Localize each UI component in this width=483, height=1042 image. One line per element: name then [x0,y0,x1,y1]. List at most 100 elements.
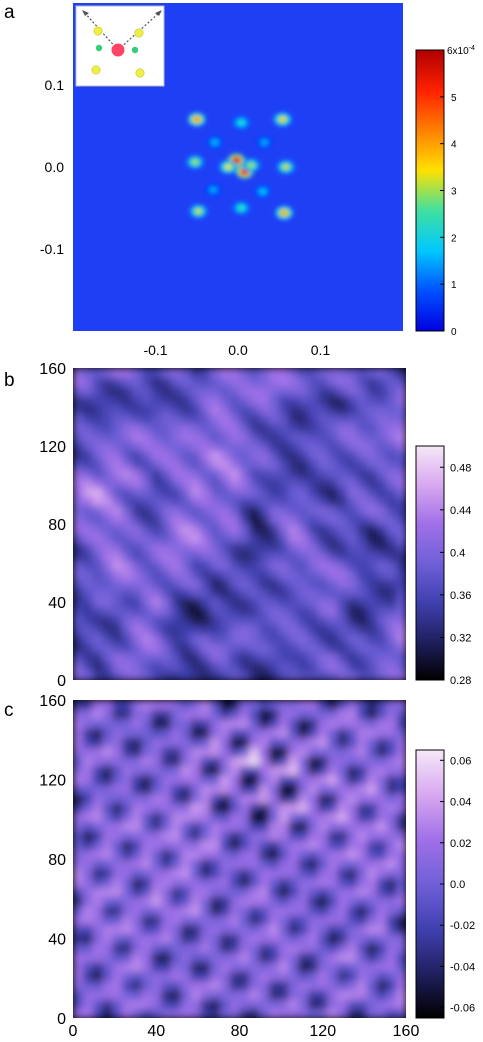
field-cell [268,615,280,626]
field-cell [327,404,339,415]
field-cell [366,661,378,672]
field-cell [298,468,309,479]
field-cell [73,634,84,644]
field-cell [337,784,348,795]
field-cell [121,432,133,443]
field-cell [357,533,368,543]
field-cell [102,588,113,599]
field-cell [200,887,211,898]
field-cell [190,404,201,415]
field-cell [210,588,221,599]
field-cell [396,377,406,387]
field-cell [327,943,339,954]
field-cell [288,597,299,608]
field-cell [239,588,250,599]
field-cell [327,896,339,907]
field-cell [268,709,280,720]
field-cell [317,924,329,935]
field-cell [376,859,388,869]
field-cell [288,980,299,991]
field-cell [190,737,201,748]
field-cell [268,802,280,813]
field-cell [151,999,162,1010]
field-cell [308,943,319,954]
field-cell [239,615,250,626]
field-cell [180,413,192,424]
field-cell [170,989,182,1000]
field-cell [210,413,221,424]
field-cell [210,524,221,534]
field-cell [327,821,339,832]
field-cell [161,728,172,739]
field-cell [347,579,358,589]
field-cell [396,413,406,424]
field-cell [82,560,94,571]
field-cell [376,423,388,433]
field-cell [161,441,172,452]
field-cell [200,597,211,608]
field-cell [347,432,358,443]
field-cell [239,579,250,589]
field-cell [121,459,133,470]
field-cell [288,413,299,424]
field-cell [376,784,388,795]
field-cell [112,624,123,635]
panel-label-a: a [4,2,15,23]
field-cell [82,980,94,991]
field-cell [161,915,172,926]
field-cell [141,971,152,982]
field-cell [308,478,319,488]
field-cell [357,812,368,823]
field-cell [308,784,319,795]
field-cell [259,924,270,935]
field-cell [170,849,182,860]
field-cell [229,514,241,525]
field-cell [151,670,162,680]
field-cell [376,542,388,553]
field-cell [141,542,152,553]
field-cell [396,478,406,488]
field-cell [347,395,358,406]
field-cell [239,980,250,991]
field-cell [170,395,182,406]
field-cell [102,877,113,888]
field-cell [337,624,348,635]
field-cell [102,423,113,433]
field-cell [288,524,299,534]
field-cell [337,943,348,954]
field-cell [200,413,211,424]
field-cell [229,896,241,907]
field-cell [317,737,329,748]
field-cell [366,812,378,823]
field-cell [366,432,378,443]
field-cell [366,368,378,378]
field-cell [366,514,378,525]
field-cell [180,924,192,935]
field-cell [288,812,299,823]
field-cell [357,368,368,378]
field-cell [73,368,84,378]
field-cell [92,943,103,954]
field-cell [190,868,201,879]
field-cell [357,661,368,672]
field-cell [73,989,84,1000]
field-cell [112,459,123,470]
field-cell [200,952,211,963]
field-cell [170,812,182,823]
field-cell [278,386,290,397]
y-tick-label: 40 [48,932,66,949]
field-cell [259,368,270,378]
field-cell [180,746,192,757]
field-cell [327,980,339,991]
field-cell [73,961,84,972]
field-cell [259,1008,270,1018]
field-cell [229,709,241,720]
field-cell [190,859,201,869]
field-cell [278,737,290,748]
field-cell [268,952,280,963]
field-cell [239,404,250,415]
colorbar-tick-label: 0.02 [450,838,471,850]
field-cell [112,524,123,534]
field-cell [210,661,221,672]
field-cell [131,432,143,443]
